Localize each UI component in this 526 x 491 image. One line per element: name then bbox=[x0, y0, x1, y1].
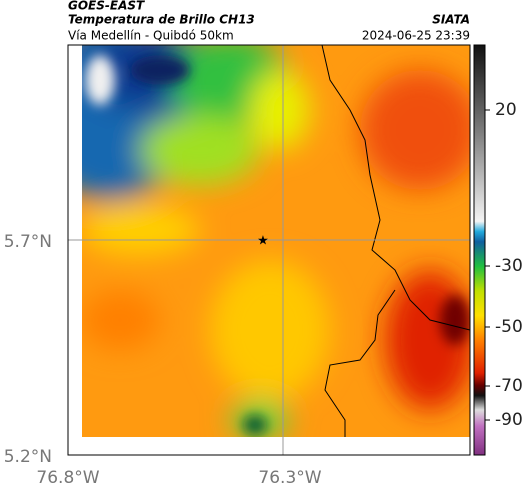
colorbar-tick-label: 20 bbox=[495, 100, 517, 120]
x-label: 76.8°W bbox=[36, 468, 99, 488]
subtitle: Temperatura de Brillo CH13 bbox=[68, 13, 255, 27]
map-frame bbox=[67, 44, 471, 456]
timestamp: 2024-06-25 23:39 bbox=[362, 29, 470, 43]
colorbar-tick-label: -70 bbox=[495, 376, 523, 396]
y-label: 5.2°N bbox=[4, 447, 52, 467]
location-marker: ★ bbox=[257, 234, 269, 249]
source: SIATA bbox=[432, 13, 470, 27]
title: GOES-EAST bbox=[68, 0, 145, 13]
colorbar-tick-label: -30 bbox=[495, 256, 523, 276]
heatmap bbox=[82, 45, 470, 437]
y-label: 5.7°N bbox=[4, 232, 52, 252]
x-label: 76.3°W bbox=[258, 468, 321, 488]
colorbar-tick-label: -90 bbox=[495, 410, 523, 430]
region: Vía Medellín - Quibdó 50km bbox=[68, 29, 234, 43]
colorbar bbox=[473, 44, 486, 456]
colorbar-tick-label: -50 bbox=[495, 317, 523, 337]
